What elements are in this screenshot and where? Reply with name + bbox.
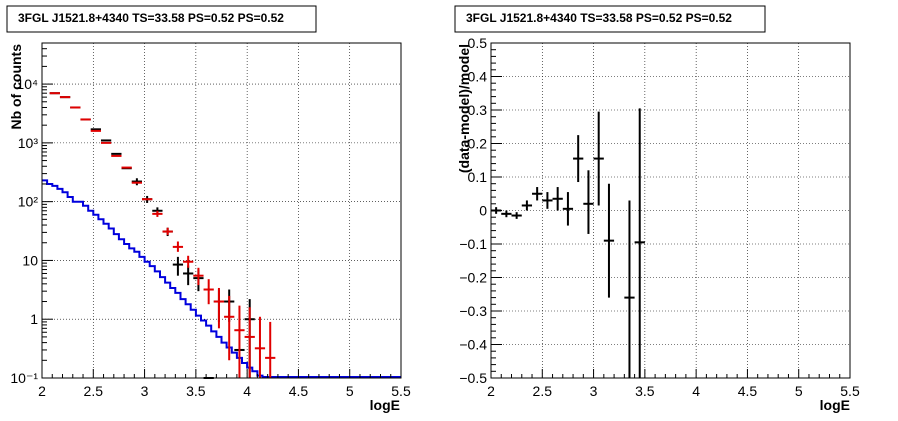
y-tick-label: 10⁻¹ (10, 370, 38, 386)
residual-point (542, 192, 553, 209)
model-point (162, 227, 173, 236)
model-point (203, 279, 214, 305)
x-tick-label: 2 (38, 383, 46, 399)
y-tick-label: −0.2 (459, 270, 487, 286)
data-point (172, 256, 184, 276)
x-axis-label: logE (820, 397, 850, 413)
y-axis-label: Nb of counts (8, 44, 24, 130)
residual-point (634, 108, 645, 378)
y-axis-label: (data-model)/model (456, 44, 472, 173)
x-tick-label: 5.5 (840, 383, 860, 399)
model-point (152, 210, 163, 217)
y-tick-label: 10⁴ (16, 76, 38, 92)
grid (491, 43, 850, 378)
plot-frame (41, 42, 402, 379)
x-tick-label: 2 (487, 383, 495, 399)
x-tick-label: 4.5 (738, 383, 758, 399)
x-axis-label: logE (370, 397, 400, 413)
y-tick-label: 1 (30, 311, 38, 327)
model-point (265, 321, 276, 378)
y-tick-label: 10² (18, 194, 39, 210)
x-tick-label: 3.5 (635, 383, 655, 399)
axis-ticks: 2 2.5 3 3.5 4 4.5 5 5.5 −0.5 −0.4 −0.3 −0.2 −0.1 0 0.1… (459, 35, 860, 399)
x-tick-label: 3.5 (186, 383, 206, 399)
y-tick-label: 0.3 (468, 102, 488, 118)
residual-point (552, 187, 563, 211)
x-tick-label: 2.5 (84, 383, 104, 399)
x-tick-label: 4 (243, 383, 251, 399)
data-marks (42, 92, 401, 379)
y-tick-label: 10³ (18, 135, 39, 151)
y-tick-label: −0.5 (459, 370, 487, 386)
x-tick-label: 4 (692, 383, 700, 399)
residual-point (532, 187, 543, 201)
residual-point (521, 200, 533, 211)
residual-point (603, 183, 615, 298)
y-tick-label: −0.4 (459, 337, 487, 353)
data-point (183, 265, 194, 286)
model-point (254, 316, 266, 378)
y-tick-label: 0.4 (468, 69, 488, 85)
residual-point (511, 212, 522, 219)
model-point (193, 267, 204, 286)
model-point (244, 307, 255, 378)
y-tick-label: −0.1 (459, 236, 487, 252)
title-box (454, 5, 766, 33)
residual-point (562, 192, 574, 226)
residual-point (501, 210, 512, 218)
model-point (172, 241, 184, 252)
model-point (183, 255, 194, 268)
chart-title: 3FGL J1521.8+4340 TS=33.58 PS=0.52 PS=0.… (466, 11, 732, 25)
x-tick-label: 3 (141, 383, 149, 399)
x-tick-label: 2.5 (533, 383, 553, 399)
residual-point (573, 135, 584, 183)
right-chart-panel: 3FGL J1521.8+4340 TS=33.58 PS=0.52 PS=0.… (454, 5, 860, 413)
plot-frame (490, 42, 851, 379)
y-tick-label: 0 (479, 203, 487, 219)
left-chart-panel: 3FGL J1521.8+4340 TS=33.58 PS=0.52 PS=0.… (6, 5, 411, 413)
grid (42, 43, 401, 378)
y-tick-label: −0.3 (459, 303, 487, 319)
residual-point (583, 170, 594, 234)
axis-ticks: 2 2.5 3 3.5 4 4.5 5 5.5 10⁻¹ 1 10 10² 10³ 10⁴ (10, 42, 411, 399)
model-point (213, 287, 225, 329)
x-tick-label: 4.5 (289, 383, 309, 399)
x-tick-label: 5.5 (391, 383, 411, 399)
residual-point (593, 111, 604, 206)
y-tick-label: 0.2 (468, 136, 488, 152)
y-tick-label: 10 (22, 252, 38, 268)
y-tick-label: 0.1 (468, 169, 488, 185)
title-box (6, 5, 317, 33)
model-step-line (42, 179, 401, 378)
model-point (234, 305, 245, 378)
y-tick-label: 0.5 (468, 35, 488, 51)
data-marks (491, 108, 645, 378)
x-tick-label: 5 (346, 383, 354, 399)
x-tick-label: 5 (795, 383, 803, 399)
model-point (224, 295, 235, 361)
residual-point (624, 200, 635, 378)
chart-title: 3FGL J1521.8+4340 TS=33.58 PS=0.52 PS=0.… (18, 11, 284, 25)
x-tick-label: 3 (590, 383, 598, 399)
